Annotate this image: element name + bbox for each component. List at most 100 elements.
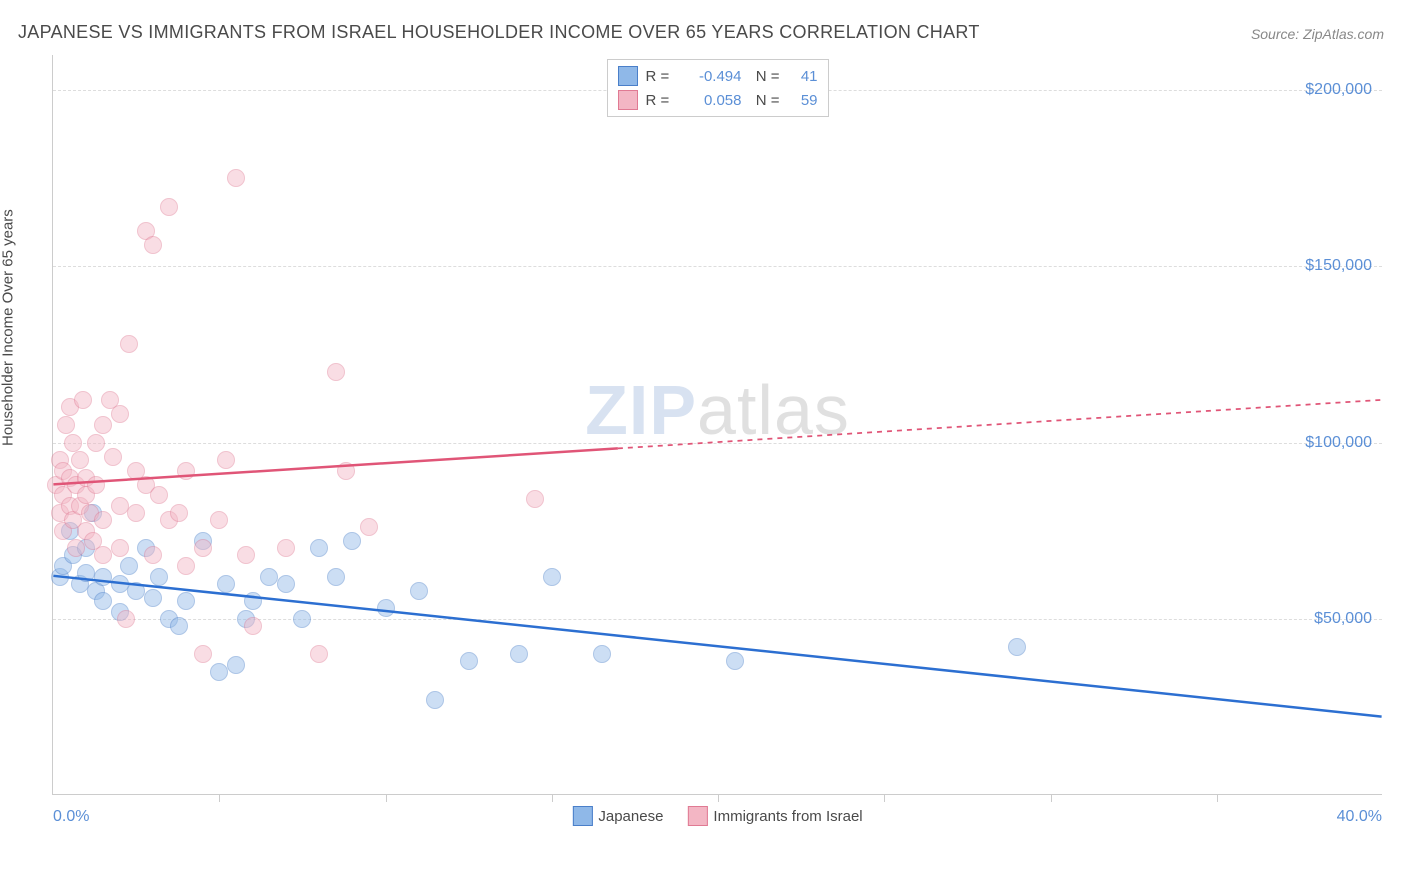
data-point <box>177 592 195 610</box>
x-tick <box>219 794 220 802</box>
data-point <box>170 617 188 635</box>
data-point <box>460 652 478 670</box>
data-point <box>210 663 228 681</box>
x-tick <box>386 794 387 802</box>
data-point <box>104 448 122 466</box>
source-attribution: Source: ZipAtlas.com <box>1251 26 1384 42</box>
data-point <box>210 511 228 529</box>
data-point <box>111 539 129 557</box>
gridline <box>53 443 1382 444</box>
data-point <box>310 539 328 557</box>
y-tick-label: $100,000 <box>1305 434 1372 452</box>
data-point <box>244 617 262 635</box>
data-point <box>310 645 328 663</box>
data-point <box>410 582 428 600</box>
data-point <box>510 645 528 663</box>
data-point <box>277 539 295 557</box>
data-point <box>144 236 162 254</box>
data-point <box>94 546 112 564</box>
legend-label: Japanese <box>598 808 663 825</box>
chart-title: JAPANESE VS IMMIGRANTS FROM ISRAEL HOUSE… <box>18 22 980 43</box>
data-point <box>244 592 262 610</box>
data-point <box>94 511 112 529</box>
data-point <box>160 198 178 216</box>
x-tick <box>1051 794 1052 802</box>
data-point <box>194 645 212 663</box>
data-point <box>150 486 168 504</box>
data-point <box>111 497 129 515</box>
data-point <box>117 610 135 628</box>
legend-row: R = 0.058 N = 59 <box>618 88 818 112</box>
data-point <box>87 434 105 452</box>
legend-swatch <box>618 90 638 110</box>
data-point <box>526 490 544 508</box>
legend-n-value: 59 <box>788 92 818 109</box>
data-point <box>327 363 345 381</box>
data-point <box>360 518 378 536</box>
data-point <box>77 564 95 582</box>
y-axis-label: Householder Income Over 65 years <box>0 209 17 446</box>
chart-plot-area: ZIPatlas R = -0.494 N = 41 R = 0.058 N = 59 0.0… <box>52 55 1382 795</box>
gridline <box>53 266 1382 267</box>
data-point <box>377 599 395 617</box>
legend-swatch <box>572 806 592 826</box>
data-point <box>94 416 112 434</box>
data-point <box>71 451 89 469</box>
data-point <box>260 568 278 586</box>
legend-item: Immigrants from Israel <box>687 806 862 826</box>
data-point <box>593 645 611 663</box>
data-point <box>327 568 345 586</box>
data-point <box>144 546 162 564</box>
data-point <box>217 451 235 469</box>
data-point <box>74 391 92 409</box>
legend-n-value: 41 <box>788 68 818 85</box>
data-point <box>111 575 129 593</box>
data-point <box>726 652 744 670</box>
data-point <box>57 416 75 434</box>
data-point <box>170 504 188 522</box>
legend-r-label: R = <box>646 68 674 85</box>
data-point <box>94 568 112 586</box>
y-tick-label: $200,000 <box>1305 81 1372 99</box>
data-point <box>227 656 245 674</box>
data-point <box>127 504 145 522</box>
legend-row: R = -0.494 N = 41 <box>618 64 818 88</box>
data-point <box>194 539 212 557</box>
legend-swatch <box>618 66 638 86</box>
series-legend: Japanese Immigrants from Israel <box>572 806 862 826</box>
data-point <box>127 582 145 600</box>
x-axis-max-label: 40.0% <box>1337 808 1382 826</box>
legend-r-value: -0.494 <box>682 68 742 85</box>
legend-r-label: R = <box>646 92 674 109</box>
legend-item: Japanese <box>572 806 663 826</box>
data-point <box>227 169 245 187</box>
data-point <box>87 476 105 494</box>
watermark-atlas: atlas <box>697 371 850 449</box>
data-point <box>543 568 561 586</box>
x-tick <box>1217 794 1218 802</box>
data-point <box>144 589 162 607</box>
data-point <box>343 532 361 550</box>
data-point <box>277 575 295 593</box>
data-point <box>293 610 311 628</box>
legend-n-label: N = <box>750 92 780 109</box>
y-tick-label: $50,000 <box>1314 610 1372 628</box>
data-point <box>426 691 444 709</box>
data-point <box>64 434 82 452</box>
data-point <box>120 557 138 575</box>
data-point <box>1008 638 1026 656</box>
correlation-legend: R = -0.494 N = 41 R = 0.058 N = 59 <box>607 59 829 117</box>
legend-n-label: N = <box>750 68 780 85</box>
watermark: ZIPatlas <box>585 370 850 450</box>
data-point <box>237 546 255 564</box>
watermark-zip: ZIP <box>585 371 697 449</box>
legend-r-value: 0.058 <box>682 92 742 109</box>
trend-lines <box>53 55 1382 794</box>
legend-label: Immigrants from Israel <box>713 808 862 825</box>
data-point <box>150 568 168 586</box>
data-point <box>67 539 85 557</box>
data-point <box>120 335 138 353</box>
data-point <box>94 592 112 610</box>
data-point <box>337 462 355 480</box>
x-tick <box>884 794 885 802</box>
